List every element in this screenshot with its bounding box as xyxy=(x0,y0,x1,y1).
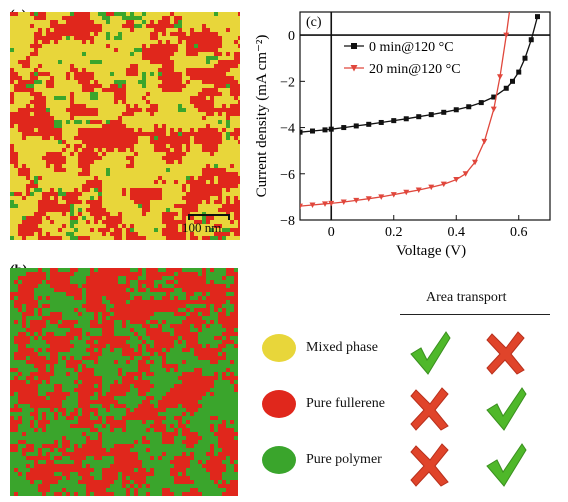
phase-map-a xyxy=(10,12,240,240)
y-tick-label: −2 xyxy=(280,75,295,90)
phase-map-b-image xyxy=(10,268,238,496)
series-1-point xyxy=(481,138,488,145)
x-axis-label: Voltage (V) xyxy=(396,243,466,259)
series-1-point xyxy=(309,202,316,208)
series-1-point xyxy=(322,201,328,207)
series-1-point xyxy=(340,199,347,205)
check-icon xyxy=(408,330,452,376)
area-transport-header: Area transport xyxy=(426,290,507,305)
series-1-point xyxy=(390,192,397,198)
series-0-point xyxy=(403,116,409,122)
phase-label: Mixed phase xyxy=(306,340,378,355)
series-0-point xyxy=(300,129,303,135)
series-1-point xyxy=(300,203,303,210)
series-1-point xyxy=(428,184,435,191)
series-0-point xyxy=(341,125,347,131)
series-1-point xyxy=(490,106,497,113)
series-1-point xyxy=(462,171,469,177)
plot-frame xyxy=(299,11,551,221)
check-icon xyxy=(484,442,528,488)
jv-chart: 0 0.2 0.4 0.6 0 −2 −4 −6 −8 Voltage (V) Current de… xyxy=(254,11,551,259)
series-0-point xyxy=(310,128,315,134)
series-0-point xyxy=(466,104,472,110)
panel-c-label: (c) xyxy=(306,15,322,30)
series-0-point xyxy=(510,78,515,84)
series-1-point xyxy=(503,32,510,39)
y-tick-label: −8 xyxy=(280,214,295,229)
y-tick-label: −4 xyxy=(280,122,295,137)
cross-icon xyxy=(484,330,528,376)
cross-icon xyxy=(408,386,452,432)
phase-color-swatch xyxy=(262,334,296,362)
series-0-point xyxy=(528,37,534,43)
series-1-point xyxy=(440,181,447,188)
scale-bar xyxy=(188,214,230,220)
series-0-point xyxy=(328,126,334,132)
series-0-point xyxy=(535,14,540,20)
x-tick-label: 0 xyxy=(328,225,335,240)
table-top-rule xyxy=(400,314,550,315)
phase-map-b xyxy=(10,268,238,496)
series-0-point xyxy=(516,69,522,75)
series-1-point xyxy=(403,189,410,196)
phase-color-swatch xyxy=(262,390,296,418)
series-0-point xyxy=(522,55,528,61)
legend-marker-0 xyxy=(351,43,357,49)
series-0-point xyxy=(322,127,328,133)
y-tick-label: −6 xyxy=(280,168,295,183)
series-1-point xyxy=(472,159,478,166)
series-0-point xyxy=(391,118,397,124)
x-tick-label: 0.6 xyxy=(510,225,528,240)
y-tick-label: 0 xyxy=(288,29,295,44)
series-0-point xyxy=(503,85,509,91)
x-tick-label: 0.2 xyxy=(385,225,403,240)
y-axis-label: Current density (mA cm⁻²) xyxy=(254,35,270,198)
phase-label: Pure fullerene xyxy=(306,396,385,411)
phase-map-a-image xyxy=(10,12,240,240)
series-1-point xyxy=(378,194,385,200)
scale-bar-label: 100 nm xyxy=(182,220,222,235)
phase-color-swatch xyxy=(262,446,296,474)
legend-marker-1 xyxy=(350,65,358,72)
series-0-point xyxy=(378,119,384,125)
cross-icon xyxy=(408,442,452,488)
series-0-point xyxy=(491,94,497,100)
series-0-point xyxy=(453,107,459,113)
series-1-point xyxy=(497,74,503,80)
series-0-point xyxy=(416,114,422,120)
series-0-point xyxy=(441,109,447,115)
series-1-point xyxy=(328,200,335,207)
x-tick-label: 0.4 xyxy=(448,225,466,240)
series-1-point xyxy=(353,197,360,204)
series-0-point xyxy=(428,112,434,118)
check-icon xyxy=(484,386,528,432)
series-0-point xyxy=(366,121,372,127)
phase-label: Pure polymer xyxy=(306,452,382,467)
legend-label-0: 0 min@120 °C xyxy=(369,40,454,55)
series-0-point xyxy=(353,123,359,129)
series-1-point xyxy=(365,196,372,202)
series-1-point xyxy=(453,177,460,183)
series-1-point xyxy=(415,187,422,193)
series-0-point xyxy=(478,100,484,106)
legend-label-1: 20 min@120 °C xyxy=(369,62,461,77)
